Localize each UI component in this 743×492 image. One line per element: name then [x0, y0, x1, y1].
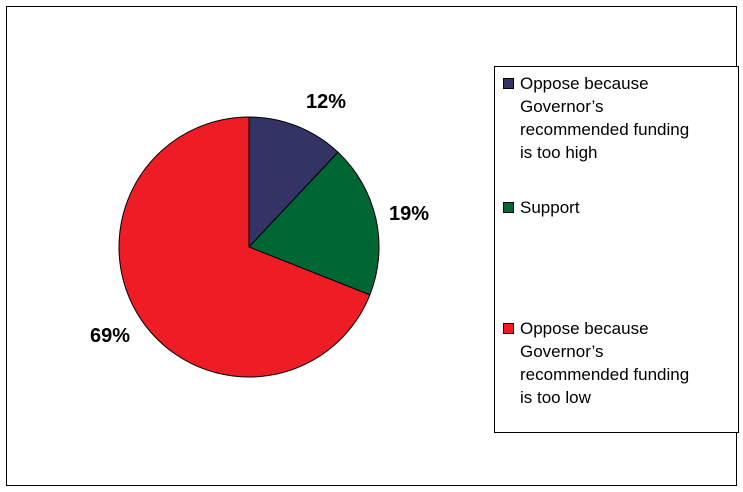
legend-swatch-support — [503, 202, 514, 213]
pie-slice-support — [248, 151, 380, 296]
pie-slice-too-high — [248, 116, 339, 249]
legend-item-too-high: Oppose because Governor’s recommended fu… — [503, 72, 735, 164]
legend-line: Oppose because — [520, 74, 649, 93]
legend: Oppose because Governor’s recommended fu… — [494, 66, 739, 433]
legend-label-too-high: Oppose because Governor’s recommended fu… — [520, 72, 735, 164]
legend-line: Governor’s — [520, 97, 604, 116]
legend-line: Oppose because — [520, 319, 649, 338]
legend-label-support: Support — [520, 196, 735, 219]
legend-item-too-low: Oppose because Governor’s recommended fu… — [503, 317, 735, 409]
legend-line: recommended funding — [520, 365, 690, 384]
data-label-19: 19% — [389, 203, 429, 225]
legend-swatch-too-high — [503, 78, 514, 89]
pie-data-labels: 12% 19% 69% — [90, 91, 429, 347]
legend-line: is too low — [520, 388, 591, 407]
pie-slice-too-low — [118, 116, 371, 378]
legend-label-too-low: Oppose because Governor’s recommended fu… — [520, 317, 735, 409]
legend-line: is too high — [520, 143, 598, 162]
data-label-69: 69% — [90, 325, 130, 347]
legend-swatch-too-low — [503, 323, 514, 334]
legend-line: recommended funding — [520, 120, 690, 139]
pie-slices — [118, 116, 380, 378]
data-label-12: 12% — [306, 91, 346, 113]
legend-item-support: Support — [503, 196, 735, 219]
legend-line: Support — [520, 198, 580, 217]
legend-line: Governor’s — [520, 342, 604, 361]
